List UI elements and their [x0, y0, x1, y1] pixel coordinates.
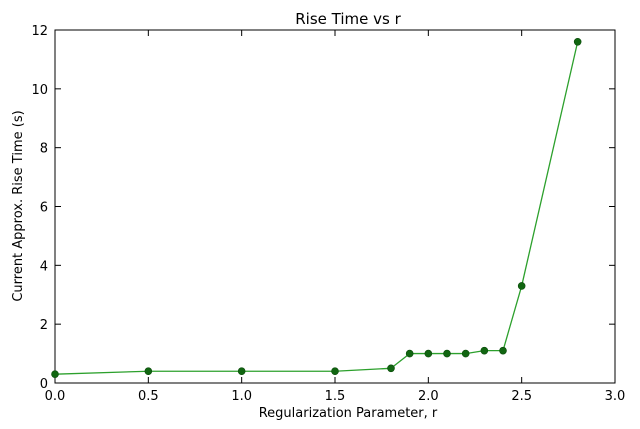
x-tick-label: 0.5 — [138, 389, 159, 404]
data-point — [573, 37, 582, 46]
y-tick-label: 4 — [40, 259, 48, 274]
y-axis-ticks: 0 2 4 6 8 10 12 — [31, 24, 615, 392]
x-tick-label: 1.0 — [231, 389, 252, 404]
data-point — [480, 346, 489, 355]
data-point — [51, 370, 59, 378]
chart-title: Rise Time vs r — [295, 10, 401, 28]
y-tick-label: 12 — [31, 24, 48, 39]
x-tick-label: 1.5 — [325, 389, 346, 404]
x-axis-ticks: 0.0 0.5 1.0 1.5 2.0 2.5 3.0 — [45, 30, 626, 404]
data-point — [387, 364, 395, 373]
series-line — [54, 41, 579, 375]
data-point — [443, 349, 451, 358]
axes — [54, 29, 616, 384]
data-point — [144, 367, 153, 376]
series-group — [51, 37, 582, 378]
data-point — [424, 349, 433, 358]
x-tick-label: 2.0 — [418, 389, 439, 404]
y-axis-title: Current Approx. Rise Time (s) — [11, 110, 26, 301]
y-tick-label: 0 — [40, 377, 48, 392]
data-point — [331, 367, 339, 376]
y-tick-label: 8 — [40, 142, 48, 157]
x-tick-label: 0.0 — [45, 389, 66, 404]
data-point — [499, 346, 507, 355]
data-point — [405, 349, 414, 358]
data-point — [517, 282, 526, 290]
y-tick-label: 10 — [31, 83, 48, 98]
data-point — [461, 349, 470, 358]
data-point — [237, 367, 246, 376]
x-tick-label: 3.0 — [605, 389, 626, 404]
x-axis-title: Regularization Parameter, r — [259, 406, 438, 421]
x-tick-label: 2.5 — [511, 389, 532, 404]
y-tick-label: 6 — [40, 201, 48, 216]
plot-frame — [54, 29, 616, 384]
y-tick-label: 2 — [40, 318, 48, 333]
